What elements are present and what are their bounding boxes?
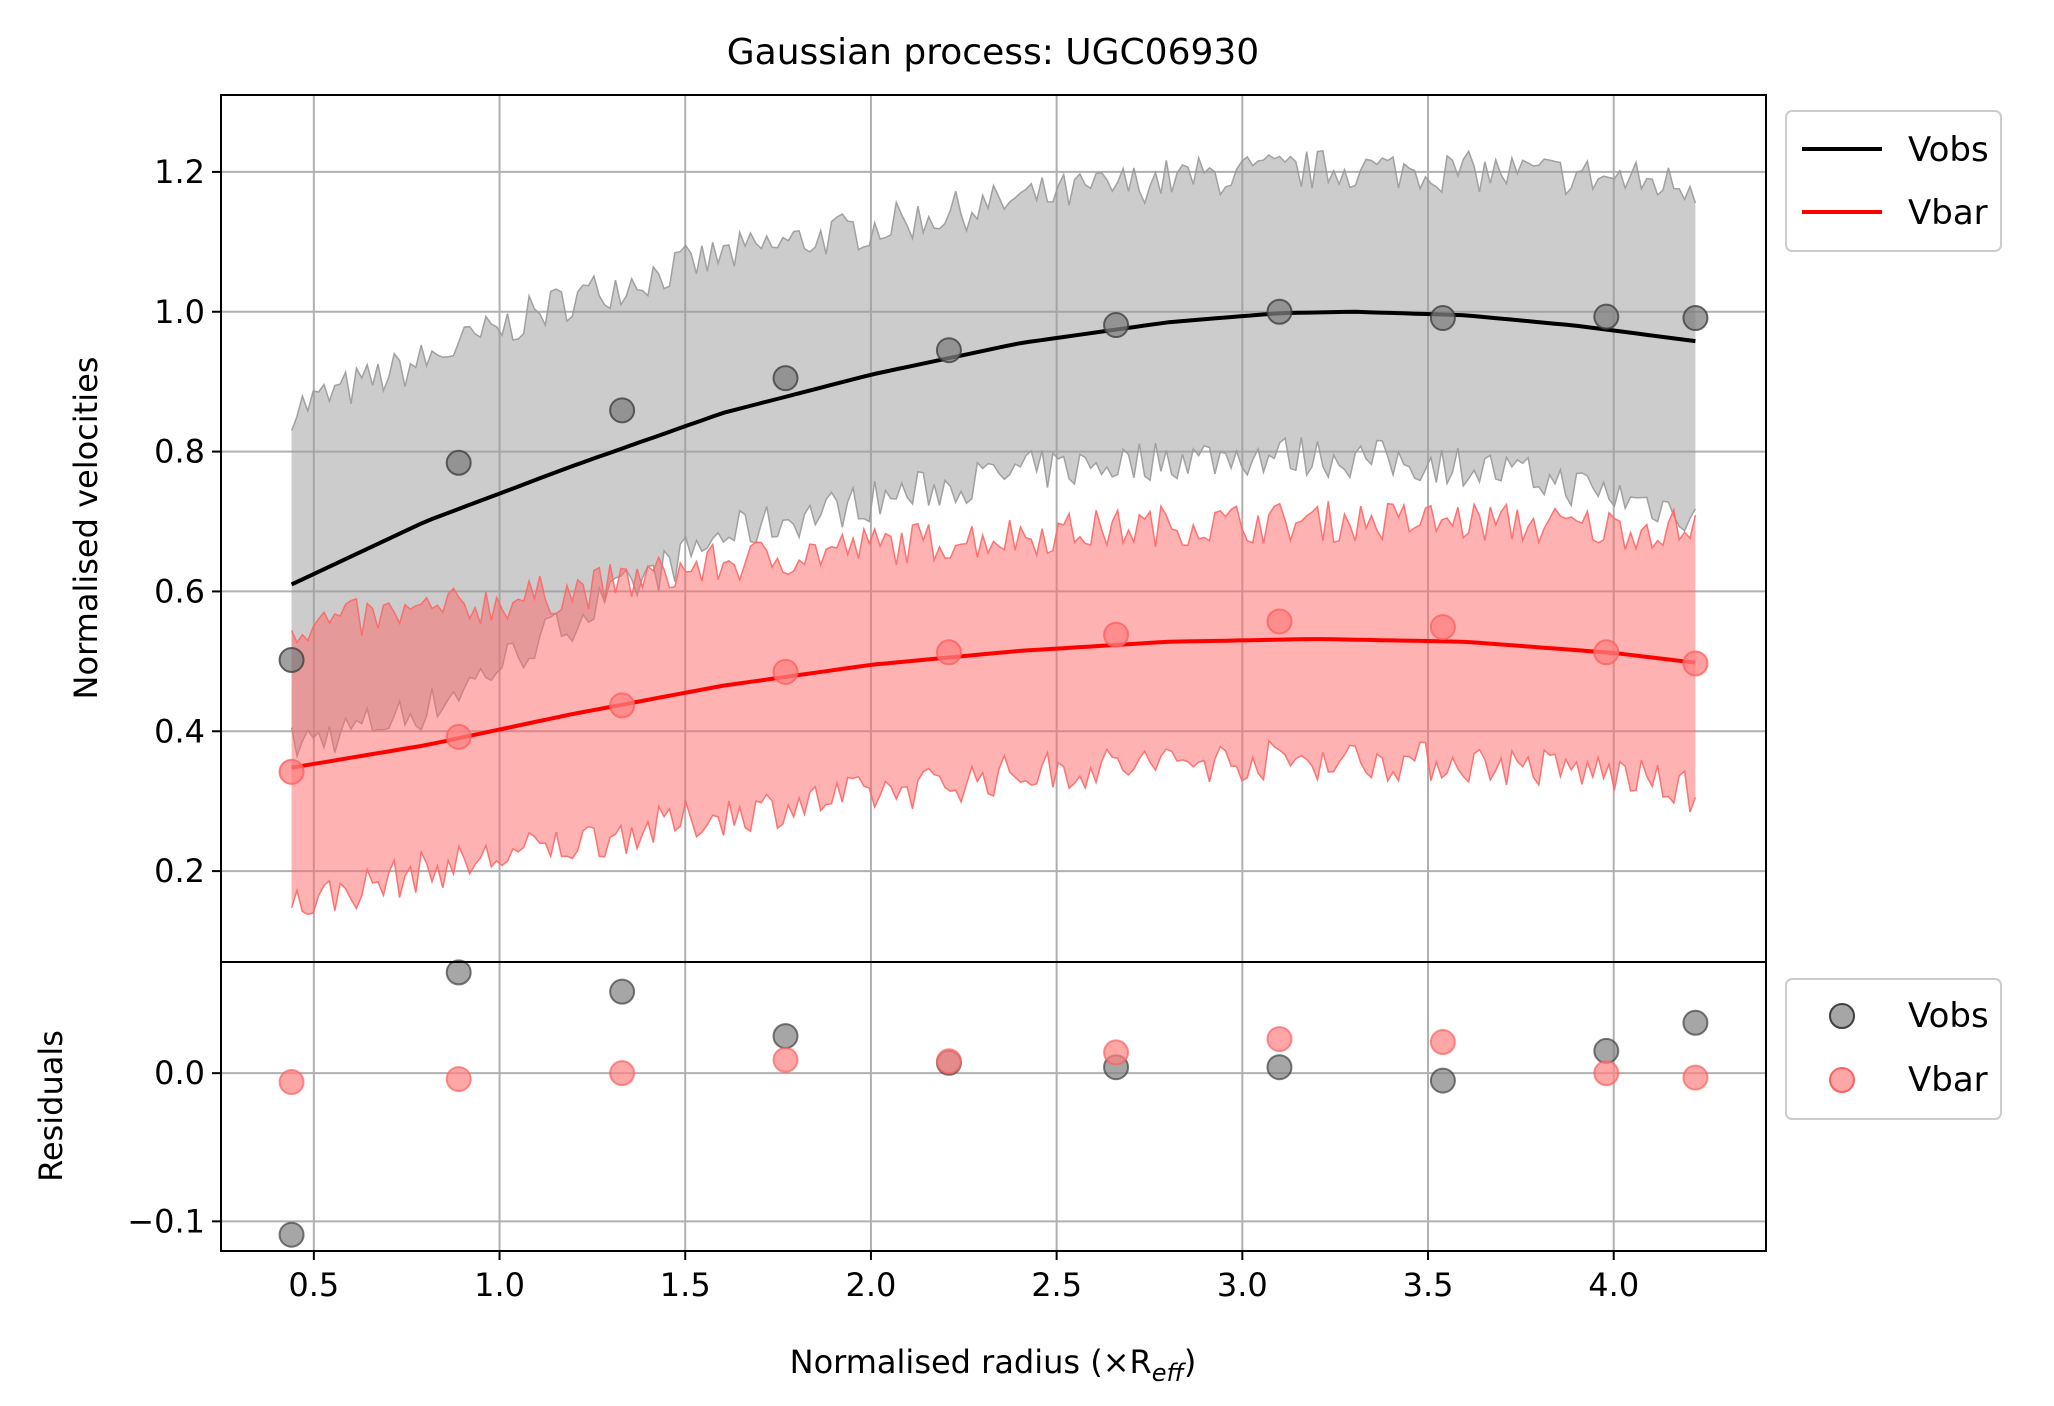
residuals-panel: 0.0 −0.1 0.5 1.0 1.5 2.0 2.5 3.0 3.5 4.0 [127, 959, 1767, 1304]
data-point-vobs [1103, 312, 1130, 339]
residual-point-vbar [1682, 1064, 1709, 1091]
band-upper-edge-vobs [290, 149, 1697, 431]
legend-vobs-label: Vobs [1908, 130, 1989, 170]
data-point-vobs [772, 365, 799, 392]
data-point-vbar [278, 758, 305, 785]
data-point-vbar [1593, 639, 1620, 666]
residual-point-vbar [1103, 1039, 1130, 1066]
x-tick-label: 3.0 [1217, 1266, 1268, 1304]
data-point-vobs [609, 397, 636, 424]
legend-vbar-label: Vbar [1908, 1060, 1988, 1100]
data-point-vbar [772, 658, 799, 685]
residuals-legend: Vobs Vbar [1785, 978, 2002, 1120]
data-point-vobs [1266, 298, 1293, 325]
residual-point-vbar [772, 1046, 799, 1073]
band-upper-edge-vbar [290, 501, 1697, 645]
residuals-y-tick-label: 0.0 [154, 1054, 205, 1092]
residual-point-vobs [609, 978, 636, 1005]
legend-vbar-label: Vbar [1908, 193, 1988, 233]
legend-vobs-marker [1829, 1003, 1855, 1029]
residual-point-vbar [1429, 1029, 1456, 1056]
x-tick-label: 1.0 [474, 1266, 525, 1304]
chart-title: Gaussian process: UGC06930 [727, 32, 1259, 73]
x-tick-label: 4.0 [1588, 1266, 1639, 1304]
velocity-y-axis-label: Normalised velocities [67, 357, 105, 700]
residual-point-vobs [278, 1221, 305, 1248]
residual-point-vbar [609, 1060, 636, 1087]
residual-point-vbar [935, 1048, 962, 1075]
x-tick-label: 0.5 [288, 1266, 339, 1304]
velocity-legend: Vobs Vbar [1785, 110, 2002, 252]
data-point-vobs [1429, 305, 1456, 332]
x-tick-label: 3.5 [1403, 1266, 1454, 1304]
data-point-vbar [935, 639, 962, 666]
residual-point-vbar [445, 1066, 472, 1093]
residuals-y-tick-label: −0.1 [127, 1202, 205, 1240]
data-point-vbar [1103, 621, 1130, 648]
data-point-vobs [278, 646, 305, 673]
x-tick-label: 2.5 [1031, 1266, 1082, 1304]
residual-point-vbar [278, 1069, 305, 1096]
residual-point-vobs [772, 1023, 799, 1050]
data-point-vbar [1266, 608, 1293, 635]
residual-point-vobs [1266, 1054, 1293, 1081]
velocity-y-tick-label: 0.4 [154, 712, 205, 750]
data-point-vbar [445, 723, 472, 750]
data-point-vbar [1429, 614, 1456, 641]
data-point-vobs [1682, 305, 1709, 332]
velocity-y-tick-label: 1.2 [154, 153, 205, 191]
confidence-band-vobs [291, 150, 1696, 756]
mean-curve-vobs [290, 309, 1696, 587]
velocity-panel: 0.2 0.4 0.6 0.8 1.0 1.2 [154, 94, 1767, 963]
legend-vobs-label: Vobs [1908, 996, 1989, 1036]
confidence-band-vbar [291, 501, 1696, 915]
data-point-vbar [1682, 650, 1709, 677]
legend-vbar-marker [1829, 1067, 1855, 1093]
x-axis-label: Normalised radius (×Reff) [790, 1343, 1197, 1387]
data-point-vobs [1593, 303, 1620, 330]
residual-point-vbar [1266, 1026, 1293, 1053]
velocity-y-tick-label: 1.0 [154, 293, 205, 331]
residual-point-vobs [445, 959, 472, 986]
mean-curve-vbar [291, 637, 1696, 770]
data-point-vbar [609, 692, 636, 719]
residuals-panel-frame [220, 961, 1767, 1252]
velocity-y-tick-label: 0.8 [154, 433, 205, 471]
x-tick-label: 2.0 [845, 1266, 896, 1304]
velocity-y-tick-label: 0.6 [154, 572, 205, 610]
data-point-vobs [445, 449, 472, 476]
band-lower-edge-vbar [290, 738, 1697, 916]
residual-point-vbar [1593, 1060, 1620, 1087]
x-tick-label: 1.5 [660, 1266, 711, 1304]
residual-point-vobs [1593, 1037, 1620, 1064]
residual-point-vobs [1429, 1067, 1456, 1094]
residual-point-vobs [1682, 1009, 1709, 1036]
residuals-y-axis-label: Residuals [32, 1030, 70, 1182]
velocity-y-tick-label: 0.2 [154, 852, 205, 890]
data-point-vobs [935, 337, 962, 364]
